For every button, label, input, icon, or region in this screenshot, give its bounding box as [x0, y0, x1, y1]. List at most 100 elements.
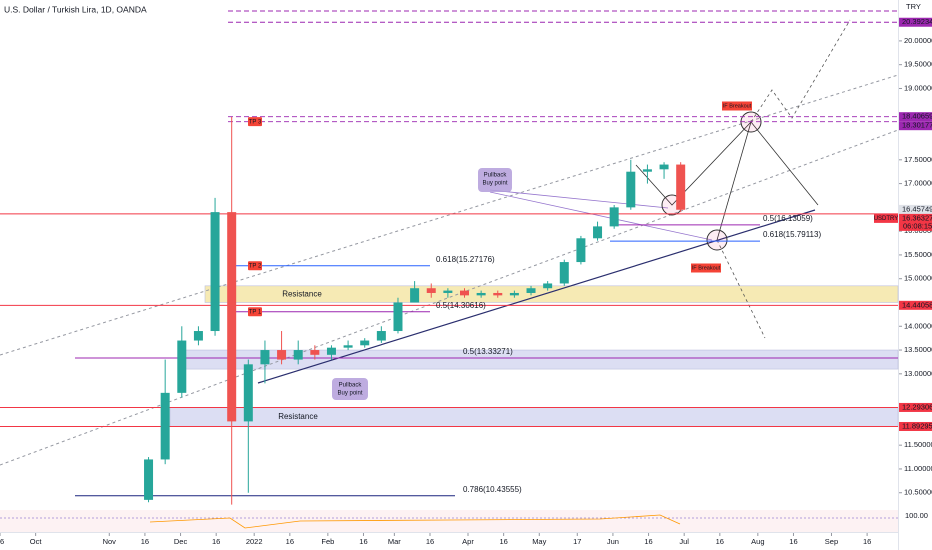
- x-tick-label: Dec: [174, 537, 188, 546]
- y-tick-label: 10.50000: [904, 488, 932, 497]
- price-label-box: [899, 402, 932, 412]
- target-box: [248, 307, 262, 317]
- x-tick-label: 16: [499, 537, 507, 546]
- breakout-box: [691, 263, 721, 273]
- candle-body: [210, 212, 220, 332]
- note-bubble: [332, 378, 368, 400]
- x-tick-label: 16: [286, 537, 294, 546]
- breakout-label: IF Breakout: [723, 103, 752, 109]
- symbol-box: [874, 213, 898, 223]
- candle-body: [260, 350, 270, 365]
- countdown-box: [899, 221, 932, 231]
- fib-label: 0.786(10.43555): [463, 485, 522, 494]
- candle-body: [593, 226, 603, 239]
- target-box: [248, 261, 262, 271]
- x-tick-label: Oct: [30, 537, 43, 546]
- x-tick-label: 2022: [246, 537, 263, 546]
- candle-body: [193, 331, 203, 341]
- x-tick-label: 16: [212, 537, 220, 546]
- candle-body: [676, 164, 686, 210]
- price-label-box: [899, 121, 932, 131]
- indicator-label: 100.00: [905, 511, 928, 520]
- note-text: Pullback: [339, 383, 363, 389]
- candle-body: [177, 340, 187, 393]
- zones: Resistance Resistance: [169, 285, 899, 427]
- breakout-label: IF Breakout: [692, 265, 721, 271]
- price-label: 20.39234: [902, 17, 932, 26]
- price-label-box: [899, 112, 932, 122]
- x-tick-label: 16: [716, 537, 724, 546]
- price-label: 16.45749: [902, 204, 932, 213]
- x-tick-label: Mar: [388, 537, 401, 546]
- y-tick-label: 14.00000: [904, 321, 932, 330]
- indicator-pane: [0, 510, 898, 532]
- candle-body: [493, 292, 503, 296]
- x-tick-label: Nov: [103, 537, 117, 546]
- y-tick-label: 15.00000: [904, 274, 932, 283]
- price-label: 11.89295: [902, 421, 932, 430]
- candle-body: [393, 302, 403, 332]
- candle-body: [559, 262, 569, 284]
- projection-dashed: [716, 239, 766, 339]
- price-label-box: [899, 204, 932, 214]
- candle-body: [642, 169, 652, 172]
- currency-label: TRY: [906, 2, 921, 11]
- symbol-label: USDTRY: [874, 216, 899, 222]
- price-label-box: [899, 421, 932, 431]
- candle-body: [659, 164, 669, 170]
- zone: [179, 349, 899, 370]
- candle-body: [509, 292, 519, 296]
- price-label: 12.29306: [902, 402, 932, 411]
- candle-body: [227, 212, 237, 422]
- candle-body: [277, 350, 287, 360]
- annotations: 0.618(15.27176) 0.5(14.30616) 0.5(13.33271…: [248, 101, 821, 494]
- price-label: 18.40659: [902, 112, 932, 121]
- x-tick-label: 16: [789, 537, 797, 546]
- y-tick-label: 19.00000: [904, 83, 932, 92]
- candle-body: [460, 290, 470, 296]
- x-tick-label: 16: [426, 537, 434, 546]
- target-box: [248, 117, 262, 127]
- note-text: Pullback: [484, 173, 508, 179]
- x-tick-label: 16: [0, 537, 4, 546]
- x-tick-label: 16: [644, 537, 652, 546]
- breakout-box: [722, 101, 752, 111]
- candle-body: [426, 288, 436, 293]
- zone-label: Resistance: [282, 289, 322, 298]
- candle-body: [410, 288, 420, 303]
- x-tick-label: Aug: [751, 537, 764, 546]
- candle-body: [144, 459, 154, 500]
- axes: 20.00000 19.50000 19.00000 17.50000 17.00000…: [0, 17, 932, 546]
- candle-body: [576, 238, 586, 263]
- y-tick-label: 11.00000: [904, 464, 932, 473]
- candle-body: [343, 345, 353, 348]
- candle-body: [360, 340, 370, 346]
- indicator-line: [149, 514, 681, 529]
- y-tick-label: 20.00000: [904, 36, 932, 45]
- x-tick-label: 17: [573, 537, 581, 546]
- target-circle: [706, 229, 728, 251]
- candle-body: [543, 283, 553, 289]
- fib-label: 0.618(15.27176): [436, 255, 495, 264]
- countdown: 06:08:15: [903, 221, 932, 230]
- drawings: [0, 10, 899, 497]
- candle-body: [293, 350, 303, 360]
- note-text: Buy point: [337, 391, 362, 397]
- pointer-line: [489, 191, 713, 241]
- candles: [144, 117, 686, 505]
- price-label-box: [899, 17, 932, 27]
- note-text: Buy point: [482, 181, 507, 187]
- target-label: TP 3: [249, 119, 262, 125]
- y-tick-label: 13.00000: [904, 369, 932, 378]
- candle-body: [526, 288, 536, 293]
- y-tick-label: 17.00000: [904, 179, 932, 188]
- projection-dashed: [750, 19, 851, 123]
- candle-body: [609, 207, 619, 227]
- candle-body: [326, 347, 336, 355]
- fib-label: 0.5(14.30616): [436, 301, 486, 310]
- x-tick-label: Apr: [462, 537, 474, 546]
- pointer-line: [489, 189, 669, 209]
- candle-body: [376, 331, 386, 341]
